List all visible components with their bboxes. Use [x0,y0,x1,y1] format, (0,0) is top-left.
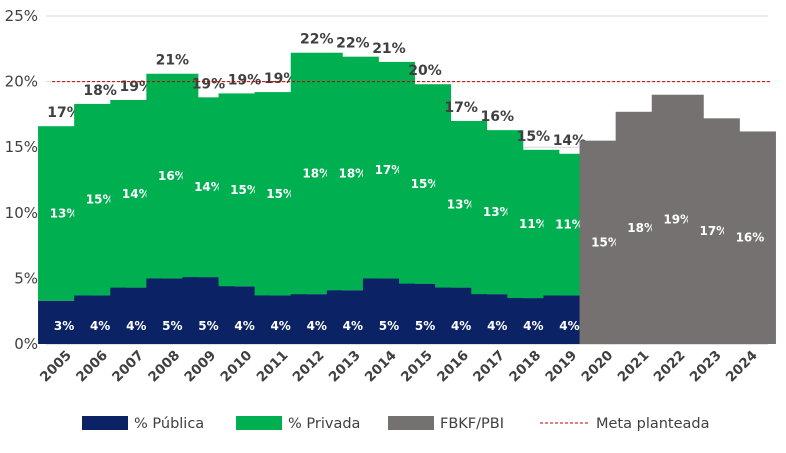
bar-value-label: 15% [230,183,259,197]
x-tick-label: 2017 [470,348,508,386]
bar-value-label: 4% [234,319,254,333]
x-tick-label: 2006 [73,348,111,386]
bar-value-label: 11% [519,217,548,231]
total-label: 15% [517,129,551,145]
total-label: 14% [553,133,587,149]
bar-value-label: 15% [86,193,115,207]
y-tick-label: 15% [5,138,38,156]
total-label: 19% [192,76,226,92]
x-tick-label: 2015 [398,348,436,386]
x-tick-label: 2022 [651,348,689,386]
total-label: 19% [228,72,262,88]
bar-value-label: 19% [663,212,692,226]
y-tick-label: 5% [14,269,38,287]
y-tick-label: 20% [5,73,38,91]
bar-value-label: 17% [699,224,728,238]
bar-value-label: 15% [266,187,295,201]
bar-value-label: 4% [487,319,507,333]
bar-fbkf-pbi-2024 [723,131,776,344]
y-tick-label: 10% [5,204,38,222]
bar-value-label: 17% [375,163,404,177]
total-label: 21% [156,53,190,69]
legend-label: % Privada [288,416,360,432]
bar-value-label: 4% [451,319,471,333]
x-tick-label: 2024 [723,348,761,386]
bars: 3% 13% 17% 4% 15% 18% 4% 14% 19% 5% 16% 21% 5% 14% 19%… [38,32,776,344]
x-tick-label: 2007 [109,348,147,386]
bar-value-label: 13% [483,205,512,219]
legend-label: Meta planteada [596,416,710,432]
total-label: 21% [372,41,406,57]
bar-value-label: 15% [411,177,440,191]
bar-value-label: 4% [307,319,327,333]
total-label: 17% [47,105,81,121]
x-tick-label: 2018 [506,348,544,386]
legend-label: % Pública [134,416,204,432]
legend: % Pública % Privada FBKF/PBI Meta planteada [82,416,710,432]
bar-value-label: 4% [523,319,543,333]
bar-value-label: 11% [555,218,584,232]
x-tick-label: 2021 [615,348,653,386]
x-axis: 2005200620072008200920102011201220132014… [37,348,761,386]
x-tick-label: 2011 [254,348,292,386]
legend-swatch [236,416,282,430]
x-tick-label: 2016 [434,348,472,386]
total-label: 20% [408,63,442,79]
x-tick-label: 2010 [217,348,255,386]
x-tick-label: 2012 [290,348,328,386]
bar-value-label: 4% [270,319,290,333]
y-tick-label: 25% [5,7,38,25]
bar-value-label: 18% [302,166,331,180]
total-label: 19% [264,71,298,87]
y-axis: 0% 5% 10% 15% 20% 25% [5,7,38,353]
bar-value-label: 4% [559,319,579,333]
bar-value-label: 18% [627,221,656,235]
bar-value-label: 13% [50,206,79,220]
x-tick-label: 2023 [687,348,725,386]
total-label: 19% [119,79,153,95]
total-label: 18% [83,83,117,99]
bar-value-label: 5% [162,319,182,333]
bar-value-label: 16% [736,231,765,245]
x-tick-label: 2009 [181,348,219,386]
legend-swatch [82,416,128,430]
bar-value-label: 13% [447,197,476,211]
x-tick-label: 2019 [542,348,580,386]
bar-value-label: 16% [158,169,187,183]
bar-value-label: 4% [90,319,110,333]
y-tick-label: 0% [14,335,38,353]
bar-value-label: 4% [343,319,363,333]
bar-value-label: 5% [198,319,218,333]
x-tick-label: 2013 [326,348,364,386]
total-label: 17% [444,100,478,116]
x-tick-label: 2008 [145,348,183,386]
total-label: 16% [480,109,514,125]
total-label: 22% [336,36,370,52]
bar-value-label: 4% [126,319,146,333]
bar-value-label: 14% [194,180,223,194]
legend-label: FBKF/PBI [440,416,504,432]
x-tick-label: 2005 [37,348,75,386]
bar-value-label: 15% [591,235,620,249]
x-tick-label: 2014 [362,348,400,386]
legend-swatch [388,416,434,430]
bar-value-label: 5% [415,319,435,333]
total-label: 22% [300,32,334,48]
x-tick-label: 2020 [578,348,616,386]
bar-value-label: 14% [122,187,151,201]
bar-value-label: 5% [379,319,399,333]
bar-value-label: 18% [338,166,367,180]
bar-value-label: 3% [54,319,74,333]
